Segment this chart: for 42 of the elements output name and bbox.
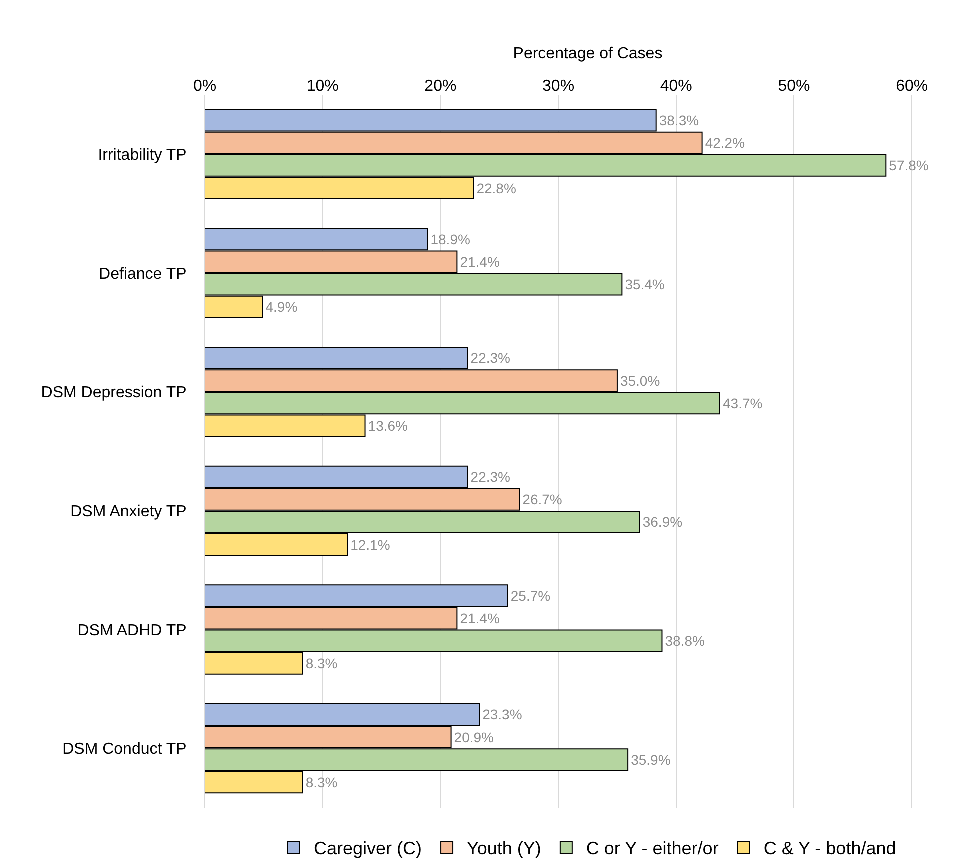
data-label: 38.8% bbox=[665, 633, 705, 650]
x-tick-label: 50% bbox=[778, 78, 810, 95]
x-tick-label: 0% bbox=[193, 78, 217, 95]
data-label: 43.7% bbox=[722, 395, 763, 412]
y-tick-label: DSM Conduct TP bbox=[62, 741, 187, 758]
data-label: 25.7% bbox=[510, 588, 551, 604]
data-label: 36.9% bbox=[642, 514, 683, 530]
y-tick-label: Defiance TP bbox=[99, 266, 187, 283]
data-label: 23.3% bbox=[482, 706, 522, 723]
y-tick-label: DSM Depression TP bbox=[41, 384, 187, 402]
legend-label: Youth (Y) bbox=[467, 838, 542, 859]
data-label: 22.3% bbox=[470, 350, 511, 366]
data-label: 57.8% bbox=[889, 158, 929, 174]
x-axis-title: Percentage of Cases bbox=[513, 46, 663, 63]
data-label: 35.0% bbox=[620, 372, 660, 389]
data-label: 42.2% bbox=[705, 135, 746, 152]
data-label: 8.3% bbox=[306, 774, 338, 790]
data-label: 21.4% bbox=[460, 610, 500, 626]
legend-label: C & Y - both/and bbox=[764, 838, 896, 859]
x-tick-label: 20% bbox=[424, 78, 457, 95]
data-label: 13.6% bbox=[368, 418, 408, 434]
y-tick-label: DSM Anxiety TP bbox=[70, 504, 187, 521]
data-label: 35.4% bbox=[625, 276, 665, 293]
data-label: 18.9% bbox=[430, 231, 470, 248]
x-tick-label: 40% bbox=[660, 78, 692, 95]
data-label: 22.8% bbox=[476, 180, 516, 196]
data-label: 38.3% bbox=[659, 112, 700, 129]
data-label: 4.9% bbox=[266, 299, 298, 316]
data-label: 35.9% bbox=[631, 752, 671, 768]
y-tick-label: DSM ADHD TP bbox=[78, 622, 187, 640]
x-tick-label: 60% bbox=[896, 78, 928, 95]
legend-label: Caregiver (C) bbox=[314, 838, 422, 859]
x-tick-label: 30% bbox=[542, 78, 575, 95]
x-tick-label: 10% bbox=[306, 78, 339, 95]
data-label: 8.3% bbox=[306, 656, 338, 672]
data-label: 22.3% bbox=[470, 469, 511, 486]
y-tick-label: Irritability TP bbox=[98, 147, 187, 164]
data-label: 21.4% bbox=[460, 254, 500, 270]
data-label: 12.1% bbox=[350, 536, 390, 553]
data-label: 20.9% bbox=[454, 729, 494, 746]
data-label: 26.7% bbox=[522, 492, 562, 508]
legend-label: C or Y - either/or bbox=[586, 838, 719, 859]
